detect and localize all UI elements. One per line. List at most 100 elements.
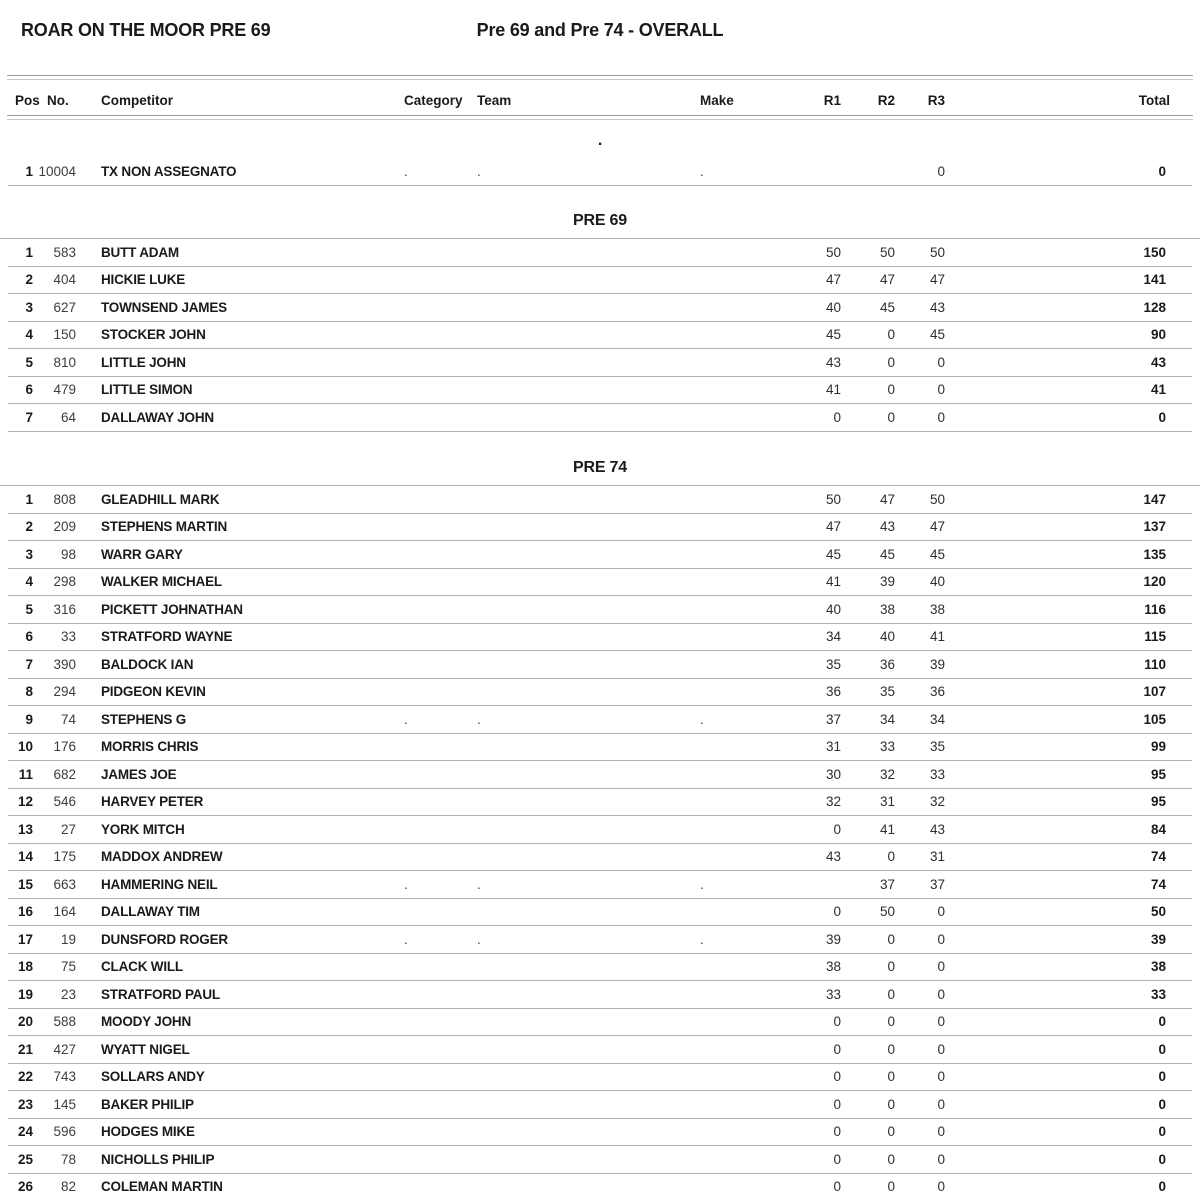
col-header-no: No.	[47, 92, 69, 108]
cell-r3: 38	[929, 601, 945, 617]
table-row: 9 74 STEPHENS G... 37 34 34 105	[8, 706, 1192, 734]
cell-total: 0	[1158, 1096, 1166, 1112]
cell-r3: 37	[929, 876, 945, 892]
cell-total: 74	[1150, 876, 1166, 892]
table-row: 6 33 STRATFORD WAYNE 34 40 41 115	[8, 624, 1192, 651]
cell-r3: 36	[929, 684, 945, 700]
cell-pos: 3	[25, 299, 33, 315]
cell-total: 107	[1143, 684, 1166, 700]
cell-r1: 0	[833, 1096, 841, 1112]
cell-r3: 43	[929, 821, 945, 837]
cell-total: 0	[1158, 409, 1166, 425]
cell-no: 682	[53, 766, 76, 782]
table-row: 1 808 GLEADHILL MARK 50 47 50 147	[8, 486, 1192, 514]
cell-competitor: MADDOX ANDREW	[101, 849, 223, 865]
cell-total: 128	[1143, 299, 1166, 315]
cell-competitor: WYATT NIGEL	[101, 1041, 190, 1057]
table-row: 15 663 HAMMERING NEIL... 37 37 74	[8, 871, 1192, 899]
cell-pos: 14	[17, 849, 33, 865]
cell-no: 390	[53, 656, 76, 672]
cell-pos: 26	[17, 1179, 33, 1195]
section-title: PRE 69	[573, 212, 627, 229]
cell-r3: 0	[937, 163, 945, 179]
cell-r2: 0	[887, 1179, 895, 1195]
cell-r3: 34	[929, 711, 945, 727]
cell-r3: 40	[929, 574, 945, 590]
section-pre-74: PRE 74 1 808 GLEADHILL MARK 50 47 50 147 2 209 STE…	[0, 432, 1200, 1197]
cell-r3: 0	[937, 931, 945, 947]
table-row: 5 810 LITTLE JOHN 43 0 0 43	[8, 349, 1192, 377]
cell-competitor: CLACK WILL	[101, 959, 183, 975]
table-row: 25 78 NICHOLLS PHILIP 0 0 0 0	[8, 1146, 1192, 1174]
cell-r1: 33	[825, 986, 841, 1002]
cell-pos: 4	[25, 574, 33, 590]
cell-no: 663	[53, 876, 76, 892]
cell-no: 10004	[38, 163, 76, 179]
cell-competitor: STRATFORD PAUL	[101, 986, 220, 1002]
cell-total: 43	[1150, 354, 1166, 370]
cell-pos: 20	[17, 1014, 33, 1030]
cell-total: 137	[1143, 519, 1166, 535]
cell-no: 588	[53, 1014, 76, 1030]
table-row: 7 390 BALDOCK IAN 35 36 39 110	[8, 651, 1192, 679]
cell-r3: 43	[929, 299, 945, 315]
cell-r2: 34	[879, 711, 895, 727]
cell-pos: 11	[18, 766, 33, 782]
cell-total: 0	[1158, 1014, 1166, 1030]
cell-no: 743	[53, 1069, 76, 1085]
cell-total: 147	[1143, 491, 1166, 507]
cell-r1: 35	[825, 656, 841, 672]
cell-pos: 1	[25, 491, 33, 507]
cell-competitor: NICHOLLS PHILIP	[101, 1151, 215, 1167]
cell-r3: 0	[937, 1069, 945, 1085]
cell-pos: 24	[17, 1124, 33, 1140]
cell-competitor: BAKER PHILIP	[101, 1096, 194, 1112]
cell-pos: 25	[17, 1151, 33, 1167]
cell-pos: 1	[25, 163, 33, 179]
cell-competitor: TOWNSEND JAMES	[101, 299, 227, 315]
cell-r2: 0	[887, 327, 895, 343]
table-row: 3 98 WARR GARY 45 45 45 135	[8, 541, 1192, 569]
cell-make: .	[700, 711, 704, 727]
cell-r3: 32	[929, 794, 945, 810]
table-row: 4 298 WALKER MICHAEL 41 39 40 120	[8, 569, 1192, 596]
cell-r2: 50	[879, 244, 895, 260]
section-rows: 1 808 GLEADHILL MARK 50 47 50 147 2 209 STEPHENS …	[0, 485, 1200, 1197]
cell-r3: 50	[929, 244, 945, 260]
cell-competitor: WALKER MICHAEL	[101, 574, 222, 590]
cell-r2: 35	[879, 684, 895, 700]
cell-r1: 0	[833, 1069, 841, 1085]
cell-competitor: BUTT ADAM	[101, 244, 179, 260]
cell-r2: 0	[887, 409, 895, 425]
cell-total: 95	[1150, 766, 1166, 782]
cell-r1: 41	[825, 574, 841, 590]
cell-category: .	[404, 931, 408, 947]
table-row: 14 175 MADDOX ANDREW 43 0 31 74	[8, 844, 1192, 871]
cell-competitor: HARVEY PETER	[101, 794, 204, 810]
cell-no: 145	[53, 1096, 76, 1112]
cell-no: 298	[53, 574, 76, 590]
cell-pos: 5	[25, 354, 33, 370]
cell-no: 627	[53, 299, 76, 315]
cell-r2: 0	[887, 1014, 895, 1030]
cell-total: 39	[1150, 931, 1166, 947]
cell-r3: 45	[929, 546, 945, 562]
cell-r1: 34	[825, 629, 841, 645]
cell-r2: 0	[887, 849, 895, 865]
cell-total: 84	[1150, 821, 1166, 837]
cell-r3: 41	[929, 629, 945, 645]
cell-r3: 0	[937, 1014, 945, 1030]
cell-team: .	[477, 876, 481, 892]
table-row: 16 164 DALLAWAY TIM 0 50 0 50	[8, 899, 1192, 926]
cell-r1: 32	[825, 794, 841, 810]
cell-no: 74	[60, 711, 76, 727]
cell-pos: 2	[25, 272, 33, 288]
column-header-row: Pos No. Competitor Category Team Make R1…	[8, 80, 1192, 115]
cell-team: .	[477, 931, 481, 947]
cell-total: 135	[1143, 546, 1166, 562]
cell-r2: 0	[887, 986, 895, 1002]
cell-competitor: BALDOCK IAN	[101, 656, 194, 672]
cell-r1: 38	[825, 959, 841, 975]
cell-pos: 7	[25, 656, 33, 672]
